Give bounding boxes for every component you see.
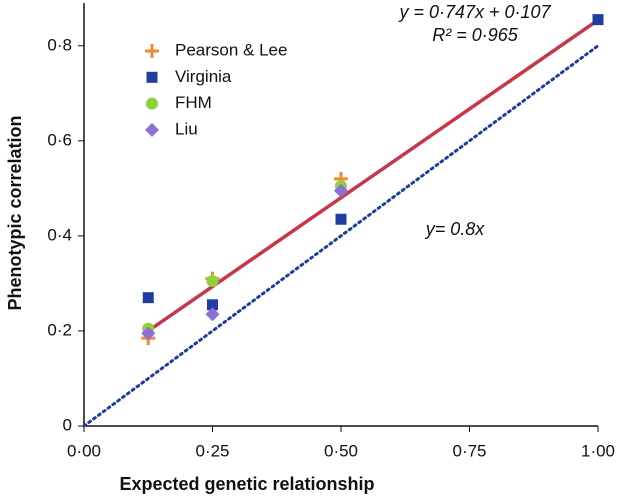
data-point (141, 326, 156, 341)
trend-line (146, 18, 600, 333)
x-axis-label: Expected genetic relationship (119, 474, 374, 494)
x-tick-label: 0·25 (195, 441, 229, 460)
legend-label: Liu (175, 119, 198, 138)
legend-marker (146, 97, 158, 110)
legend-marker (146, 71, 158, 83)
legend-marker (145, 122, 159, 137)
y-tick-label: 0·8 (47, 35, 72, 54)
legend-label: FHM (175, 93, 212, 112)
x-tick-label: 0·75 (452, 441, 486, 460)
x-tick-label: 0·50 (324, 441, 358, 460)
y-tick-label: 0·2 (47, 320, 72, 339)
x-tick-label: 0·00 (67, 441, 101, 460)
data-point (207, 299, 218, 311)
annotation: y= 0.8x (424, 219, 486, 239)
data-point (335, 213, 347, 225)
legend-label: Virginia (175, 67, 232, 86)
legend-marker (145, 44, 159, 58)
y-axis-label: Phenotypic correlation (5, 115, 25, 310)
data-point (142, 292, 154, 304)
y-tick-label: 0 (63, 415, 72, 434)
legend-label: Pearson & Lee (175, 40, 287, 59)
data-point (205, 307, 220, 322)
data-point (206, 275, 219, 288)
data-point (334, 183, 348, 198)
annotation: R² = 0·965 (432, 25, 519, 45)
y-tick-label: 0·4 (47, 225, 72, 244)
annotation: y = 0·747x + 0·107 (397, 2, 551, 22)
x-tick-label: 1·00 (581, 441, 615, 460)
y-tick-label: 0·6 (47, 130, 72, 149)
trend-line (82, 44, 600, 428)
data-point (592, 14, 604, 26)
